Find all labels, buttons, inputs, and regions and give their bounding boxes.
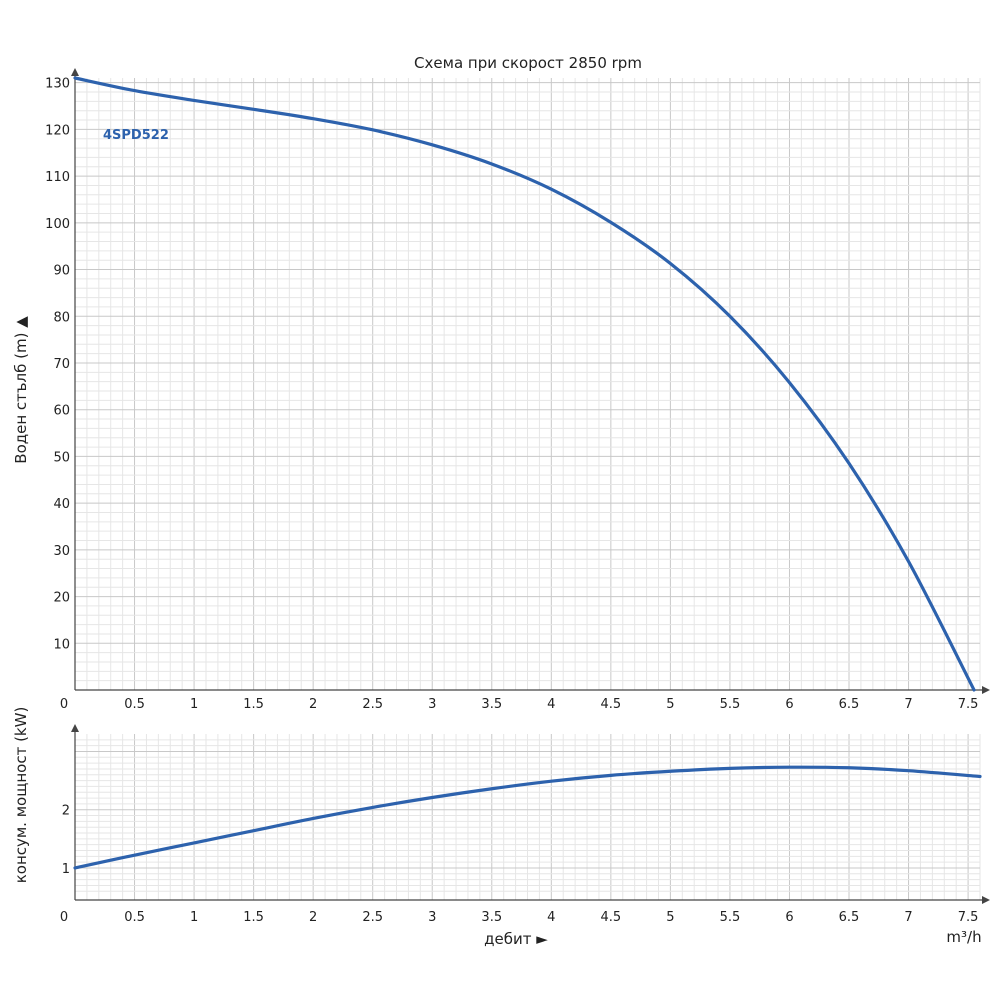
y-tick-label: 1: [62, 862, 70, 877]
x-tick-label: 7.5: [958, 910, 979, 925]
x-tick-label: 3.5: [481, 910, 502, 925]
x-tick-label: 3: [428, 910, 436, 925]
x-tick-label: 5: [666, 697, 674, 712]
y-tick-label: 40: [53, 497, 70, 512]
head-curve-4spd522: [73, 76, 976, 692]
y-tick-label: 80: [53, 310, 70, 325]
x-tick-label: 5: [666, 910, 674, 925]
series-label: 4SPD522: [103, 128, 169, 143]
power-chart-grid: [75, 734, 981, 900]
x-tick-label: 7: [904, 910, 912, 925]
flow-unit-label: m³/h: [946, 928, 981, 946]
y-tick-label: 50: [53, 450, 70, 465]
power-curve-layer: [73, 765, 982, 870]
head-y-axis-label: Воден стълб (m) ▲: [12, 316, 30, 464]
power-curve: [73, 765, 982, 870]
chart-title: Схема при скорост 2850 rpm: [414, 54, 642, 72]
x-tick-label: 1: [190, 910, 198, 925]
x-tick-label: 6.5: [839, 910, 860, 925]
chart-axes: [71, 68, 990, 904]
x-tick-label: 4: [547, 910, 555, 925]
y-tick-label: 60: [53, 404, 70, 419]
head-y-axis-arrow-icon: [71, 68, 79, 76]
x-tick-label: 7.5: [958, 697, 979, 712]
head-chart-grid: [75, 78, 981, 690]
y-tick-label: 70: [53, 357, 70, 372]
x-tick-label: 6: [785, 910, 793, 925]
x-tick-label: 2: [309, 697, 317, 712]
head-chart-ticks: 0 0.5 1 1.5 2 2.5 3 3.5 4 4.5 5 5.5 6 6.5 7 7.5 10 20 30 40…: [45, 77, 978, 712]
power-y-axis-label: консум. мощност (kW): [12, 707, 30, 884]
x-tick-label: 3.5: [481, 697, 502, 712]
x-tick-label: 1: [190, 697, 198, 712]
x-tick-label: 7: [904, 697, 912, 712]
y-tick-label: 120: [45, 123, 70, 138]
x-tick-label: 6.5: [839, 697, 860, 712]
x-tick-label: 0: [60, 697, 68, 712]
x-tick-label: 2: [309, 910, 317, 925]
x-tick-label: 1.5: [243, 910, 264, 925]
x-tick-label: 4.5: [601, 910, 622, 925]
x-tick-label: 0.5: [124, 910, 145, 925]
power-chart-ticks: 0 0.5 1 1.5 2 2.5 3 3.5 4 4.5 5 5.5 6 6.5 7 7.5 1 2: [60, 804, 979, 925]
x-tick-label: 2.5: [362, 910, 383, 925]
x-tick-label: 4: [547, 697, 555, 712]
x-tick-label: 0.5: [124, 697, 145, 712]
x-tick-label: 1.5: [243, 697, 264, 712]
head-x-axis-arrow-icon: [982, 686, 990, 694]
x-tick-label: 0: [60, 910, 68, 925]
x-tick-label: 5.5: [720, 697, 741, 712]
y-tick-label: 10: [53, 637, 70, 652]
y-tick-label: 2: [62, 804, 70, 819]
x-tick-label: 6: [785, 697, 793, 712]
power-x-axis-arrow-icon: [982, 896, 990, 904]
y-tick-label: 100: [45, 217, 70, 232]
y-tick-label: 30: [53, 544, 70, 559]
x-tick-label: 3: [428, 697, 436, 712]
y-tick-label: 20: [53, 591, 70, 606]
y-tick-label: 90: [53, 264, 70, 279]
y-tick-label: 130: [45, 77, 70, 92]
x-tick-label: 5.5: [720, 910, 741, 925]
flow-x-axis-label: дебит ►: [484, 930, 548, 948]
y-tick-label: 110: [45, 170, 70, 185]
head-curve-layer: 4SPD522: [73, 76, 976, 692]
x-tick-label: 4.5: [601, 697, 622, 712]
power-y-axis-arrow-icon: [71, 724, 79, 732]
x-tick-label: 2.5: [362, 697, 383, 712]
